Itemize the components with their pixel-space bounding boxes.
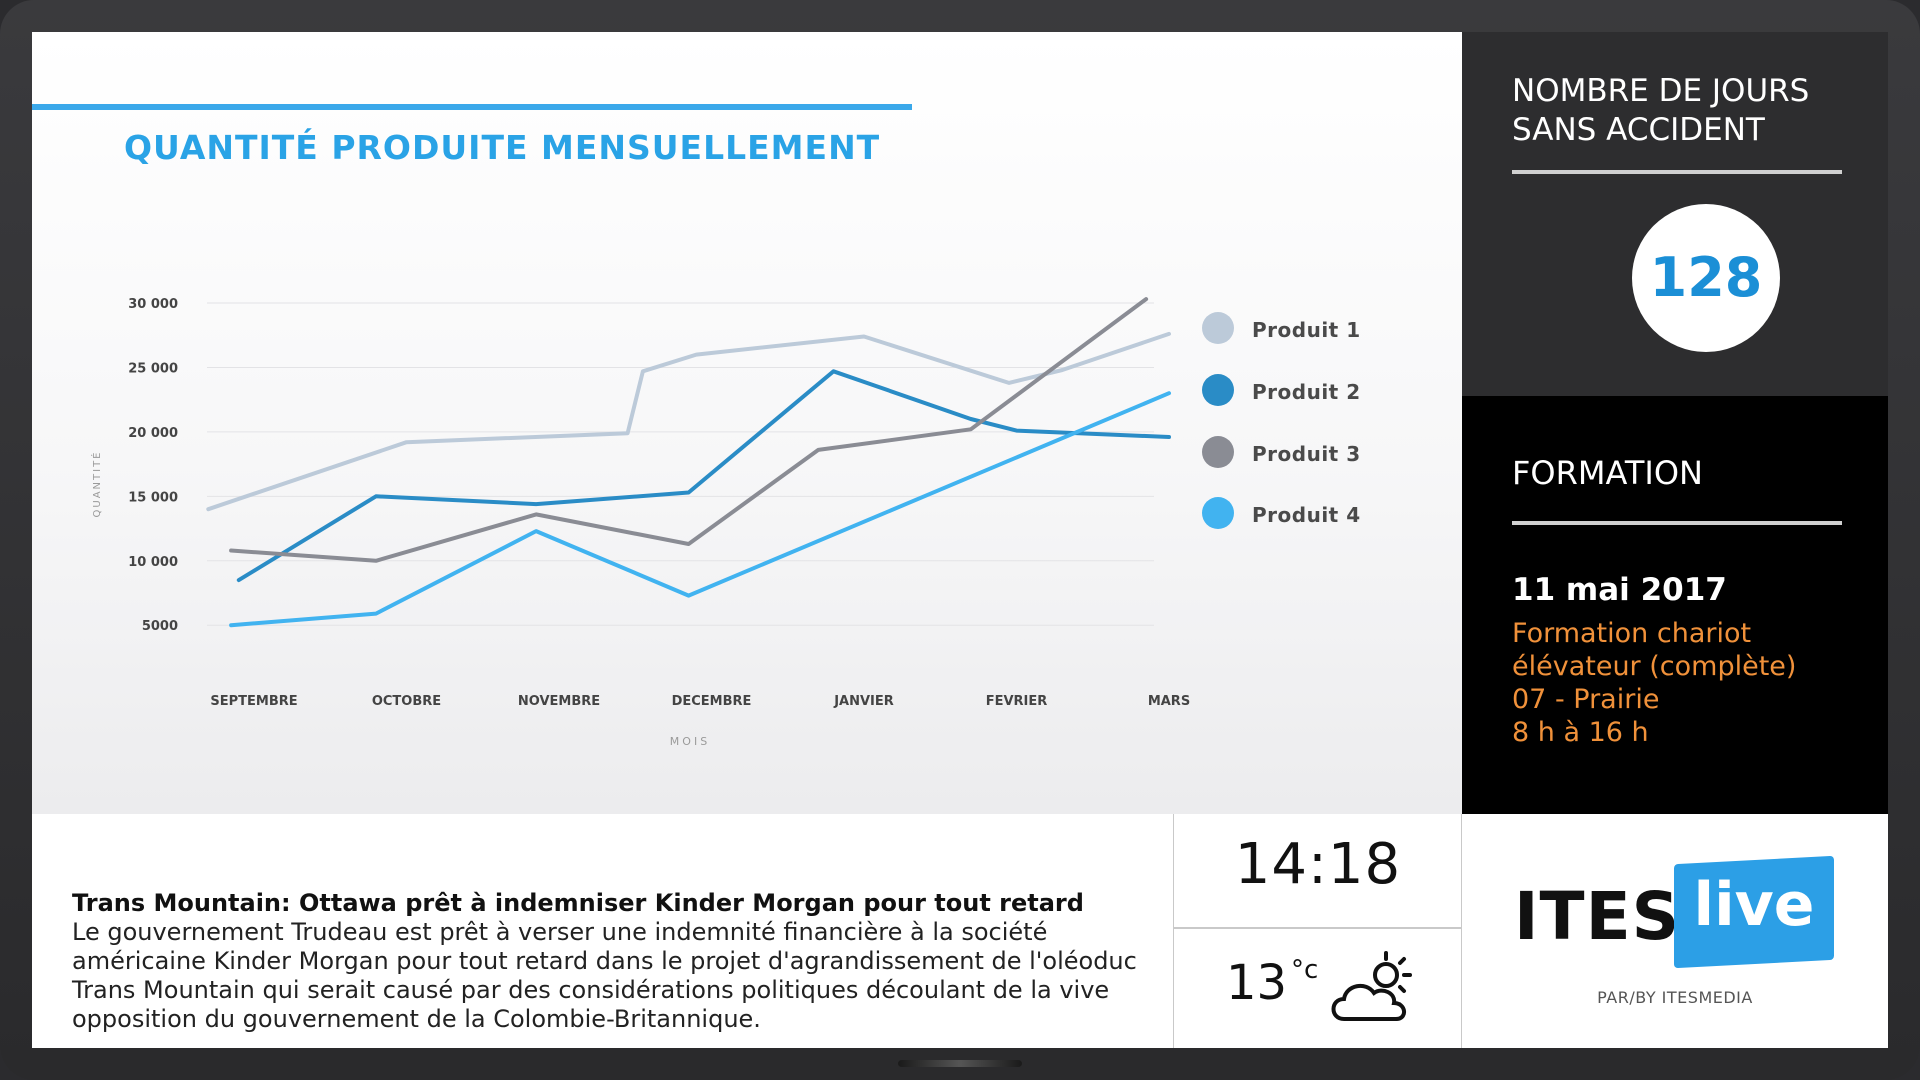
news-headline: Trans Mountain: Ottawa prêt à indemniser… (72, 889, 1084, 917)
training-detail: Formation chariot (1512, 618, 1752, 649)
divider (1174, 927, 1462, 929)
training-title: FORMATION (1512, 454, 1703, 492)
series-line-produit-2 (236, 369, 1171, 583)
x-tick-label: SEPTEMBRE (210, 694, 297, 709)
divider (1512, 521, 1842, 525)
safety-counter-panel: NOMBRE DE JOURS SANS ACCIDENT 128 (1462, 32, 1888, 396)
safety-title: NOMBRE DE JOURS SANS ACCIDENT (1512, 72, 1872, 150)
safety-title-line: SANS ACCIDENT (1512, 112, 1765, 148)
y-tick-label: 30 000 (128, 297, 178, 312)
x-axis-ticks: SEPTEMBRE OCTOBRE NOVEMBRE DECEMBRE JANVIER F… (210, 694, 1190, 709)
training-detail: 8 h à 16 h (1512, 717, 1649, 748)
legend-label: Produit 4 (1252, 503, 1361, 527)
legend-swatch (1202, 312, 1234, 344)
brand-logo-badge: live (1674, 855, 1834, 969)
brand-logo-badge-text: live (1693, 870, 1815, 940)
x-tick-label: JANVIER (833, 694, 894, 709)
temperature-unit: °c (1291, 955, 1319, 985)
temperature-value: 13 (1226, 955, 1288, 1011)
x-tick-label: FEVRIER (986, 694, 1048, 709)
brand-logo-text: ITES (1514, 878, 1681, 955)
y-axis-ticks: 5000 10 000 15 000 20 000 25 000 30 000 (128, 297, 178, 634)
chart-title: QUANTITÉ PRODUITE MENSUELLEMENT (124, 128, 881, 167)
training-panel: FORMATION 11 mai 2017 Formation chariot … (1462, 396, 1888, 814)
series-line-produit-1 (206, 331, 1171, 512)
training-detail: élévateur (complète) (1512, 651, 1797, 682)
chart-gridlines (207, 302, 1154, 626)
training-detail: 07 - Prairie (1512, 684, 1660, 715)
days-counter-value: 128 (1649, 246, 1763, 309)
divider (1512, 170, 1842, 174)
y-tick-label: 20 000 (128, 426, 178, 441)
legend-swatch (1202, 436, 1234, 468)
bezel-indicator (898, 1060, 1022, 1067)
legend-swatch (1202, 497, 1234, 529)
signage-screen: QUANTITÉ PRODUITE MENSUELLEMENT 5000 10 0… (32, 32, 1888, 1048)
series-line-produit-4 (229, 391, 1171, 628)
y-tick-label: 15 000 (128, 490, 178, 505)
x-tick-label: NOVEMBRE (518, 694, 600, 709)
series-line-produit-3 (229, 297, 1149, 563)
y-tick-label: 5000 (142, 619, 178, 634)
news-panel: Trans Mountain: Ottawa prêt à indemniser… (32, 814, 1174, 1048)
clock-panel: 14:18 (1174, 814, 1462, 927)
brand-byline: PAR/BY ITESMEDIA (1597, 988, 1753, 1007)
y-tick-label: 10 000 (128, 555, 178, 570)
news-body: Le gouvernement Trudeau est prêt à verse… (72, 918, 1137, 1033)
x-tick-label: OCTOBRE (372, 694, 441, 709)
legend-label: Produit 3 (1252, 442, 1361, 466)
x-tick-label: DECEMBRE (672, 694, 752, 709)
x-axis-label: MOIS (670, 735, 710, 748)
y-tick-label: 25 000 (128, 361, 178, 376)
training-date: 11 mai 2017 (1512, 572, 1727, 608)
legend-label: Produit 2 (1252, 380, 1361, 404)
clock-time: 14:18 (1234, 832, 1402, 897)
weather-panel: 13 °c (1174, 929, 1462, 1048)
chart-series (206, 297, 1171, 628)
brand-panel: ITES live PAR/BY ITESMEDIA (1462, 814, 1888, 1048)
legend-swatch (1202, 374, 1234, 406)
chart-panel: QUANTITÉ PRODUITE MENSUELLEMENT 5000 10 0… (32, 32, 1462, 814)
legend-label: Produit 1 (1252, 318, 1361, 342)
line-chart: 5000 10 000 15 000 20 000 25 000 30 000 SEPTE… (90, 297, 1190, 748)
partly-cloudy-icon (1331, 951, 1412, 1021)
x-tick-label: MARS (1148, 694, 1190, 709)
title-accent-bar (32, 104, 912, 110)
safety-title-line: NOMBRE DE JOURS (1512, 73, 1810, 109)
days-counter-badge: 128 (1632, 204, 1780, 352)
y-axis-label: QUANTITÉ (90, 451, 103, 518)
